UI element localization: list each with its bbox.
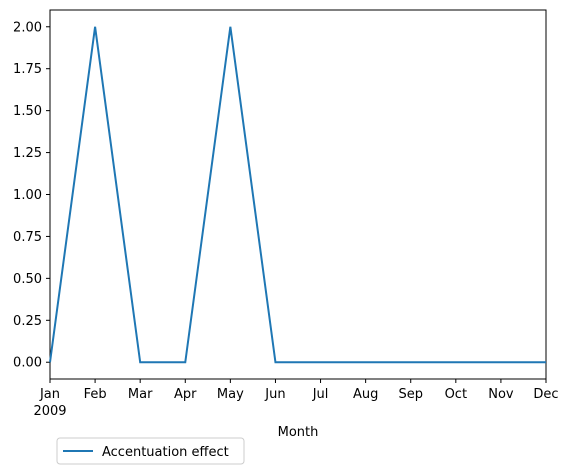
x-tick-label: Aug [353,387,378,402]
x-tick-label: Apr [174,387,197,402]
x-tick-label: Jan [39,387,60,402]
x-tick-label: Jul [312,387,329,402]
x-tick-label: Dec [533,387,558,402]
y-tick-label: 0.00 [13,356,42,371]
x-tick-label: Oct [445,387,467,402]
y-tick-label: 2.00 [13,20,42,35]
x-year-label: 2009 [33,404,66,419]
y-tick-label: 0.50 [13,272,42,287]
x-tick-label: Nov [488,387,514,402]
y-tick-label: 1.25 [13,146,42,161]
x-tick-label: Feb [84,387,107,402]
y-tick-label: 1.50 [13,104,42,119]
y-axis: 0.00 0.25 0.50 0.75 1.00 1.25 1.50 1.75 2.00 [13,20,50,371]
y-tick-label: 1.75 [13,62,42,77]
y-tick-label: 0.25 [13,314,42,329]
plot-area [49,9,547,380]
legend-box [56,437,245,465]
series-layer [49,26,546,364]
x-tick-label: Sep [398,387,423,402]
legend: Accentuation effect [56,437,245,465]
y-tick-label: 1.00 [13,188,42,203]
y-tick-label: 0.75 [13,230,42,245]
series-line [49,26,546,364]
legend-label: Accentuation effect [102,445,229,460]
x-axis-title: Month [278,425,319,440]
x-tick-label: Mar [128,387,153,402]
x-axis: Jan Feb Mar Apr May Jun Jul Aug Sep Oct Nov Dec [39,379,559,402]
x-tick-label: May [217,387,244,402]
x-tick-label: Jun [264,387,285,402]
